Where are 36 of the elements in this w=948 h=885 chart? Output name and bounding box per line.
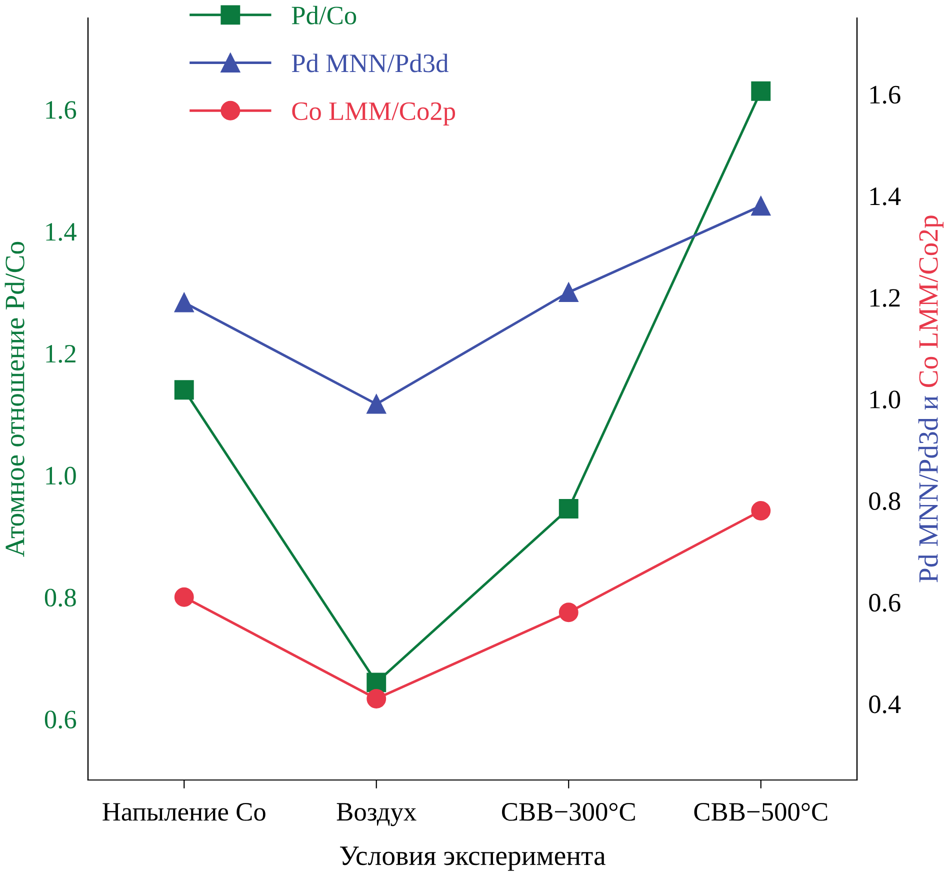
x-tick-label: СВВ−500°C bbox=[694, 802, 828, 821]
x-tick-label: Напыление Co bbox=[102, 803, 266, 821]
legend-label: Pd/Co bbox=[292, 6, 356, 24]
point bbox=[751, 501, 771, 520]
y-tick-label: 1.6 bbox=[46, 101, 76, 119]
text: Co LMM/Co2p bbox=[919, 216, 944, 388]
y2-tick-label: 0.6 bbox=[869, 594, 900, 612]
y2-tick-label: 0.8 bbox=[869, 492, 900, 510]
y-axis-title: Атомное отношение Pd/Co bbox=[4, 242, 24, 557]
y2-tick-label: 1.2 bbox=[870, 289, 900, 307]
point bbox=[751, 196, 771, 216]
y-tick-label: 1.0 bbox=[46, 466, 76, 485]
point bbox=[174, 587, 194, 607]
x-axis-title: Условия эксперимента bbox=[340, 846, 606, 871]
y2-tick-label: 1.0 bbox=[870, 390, 900, 409]
legend-label: Pd MNN/Pd3d bbox=[292, 54, 448, 72]
text: Pd MNN/Pd3d и bbox=[918, 396, 938, 582]
y-tick-label: 1.4 bbox=[46, 223, 76, 241]
point bbox=[558, 282, 578, 302]
y-tick-label: 0.6 bbox=[44, 710, 76, 729]
point bbox=[366, 672, 386, 692]
x-tick-label: СВВ−300°C bbox=[502, 802, 635, 821]
point bbox=[174, 380, 194, 400]
point bbox=[366, 688, 386, 708]
point bbox=[558, 602, 578, 622]
y-tick-label: 1.2 bbox=[46, 344, 76, 363]
point bbox=[366, 394, 386, 414]
x-tick-label: Воздух bbox=[336, 803, 416, 826]
point bbox=[751, 81, 771, 101]
point bbox=[558, 499, 578, 518]
legend-label: Co LMM/Co2p bbox=[292, 102, 456, 126]
y2-tick-label: 1.6 bbox=[870, 86, 900, 104]
y2-tick-label: 0.4 bbox=[869, 695, 901, 714]
point bbox=[174, 292, 194, 312]
y2-tick-label: 1.4 bbox=[870, 188, 901, 206]
y-tick-label: 0.8 bbox=[44, 588, 76, 607]
